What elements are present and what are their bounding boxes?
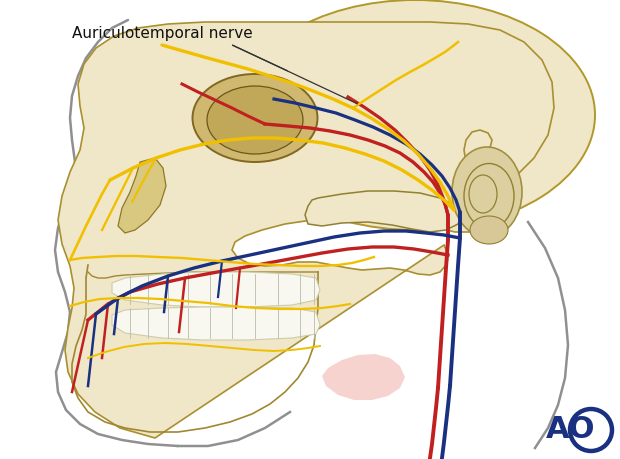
Text: Auriculotemporal nerve: Auriculotemporal nerve bbox=[72, 26, 253, 41]
Polygon shape bbox=[112, 307, 320, 340]
Ellipse shape bbox=[192, 74, 317, 162]
Ellipse shape bbox=[452, 147, 522, 237]
Ellipse shape bbox=[207, 86, 303, 154]
Polygon shape bbox=[322, 354, 405, 400]
Ellipse shape bbox=[235, 0, 595, 230]
Text: AO: AO bbox=[546, 415, 596, 444]
Polygon shape bbox=[118, 158, 166, 233]
Ellipse shape bbox=[470, 216, 508, 244]
Polygon shape bbox=[58, 22, 554, 438]
Polygon shape bbox=[305, 191, 462, 232]
Polygon shape bbox=[112, 272, 320, 307]
